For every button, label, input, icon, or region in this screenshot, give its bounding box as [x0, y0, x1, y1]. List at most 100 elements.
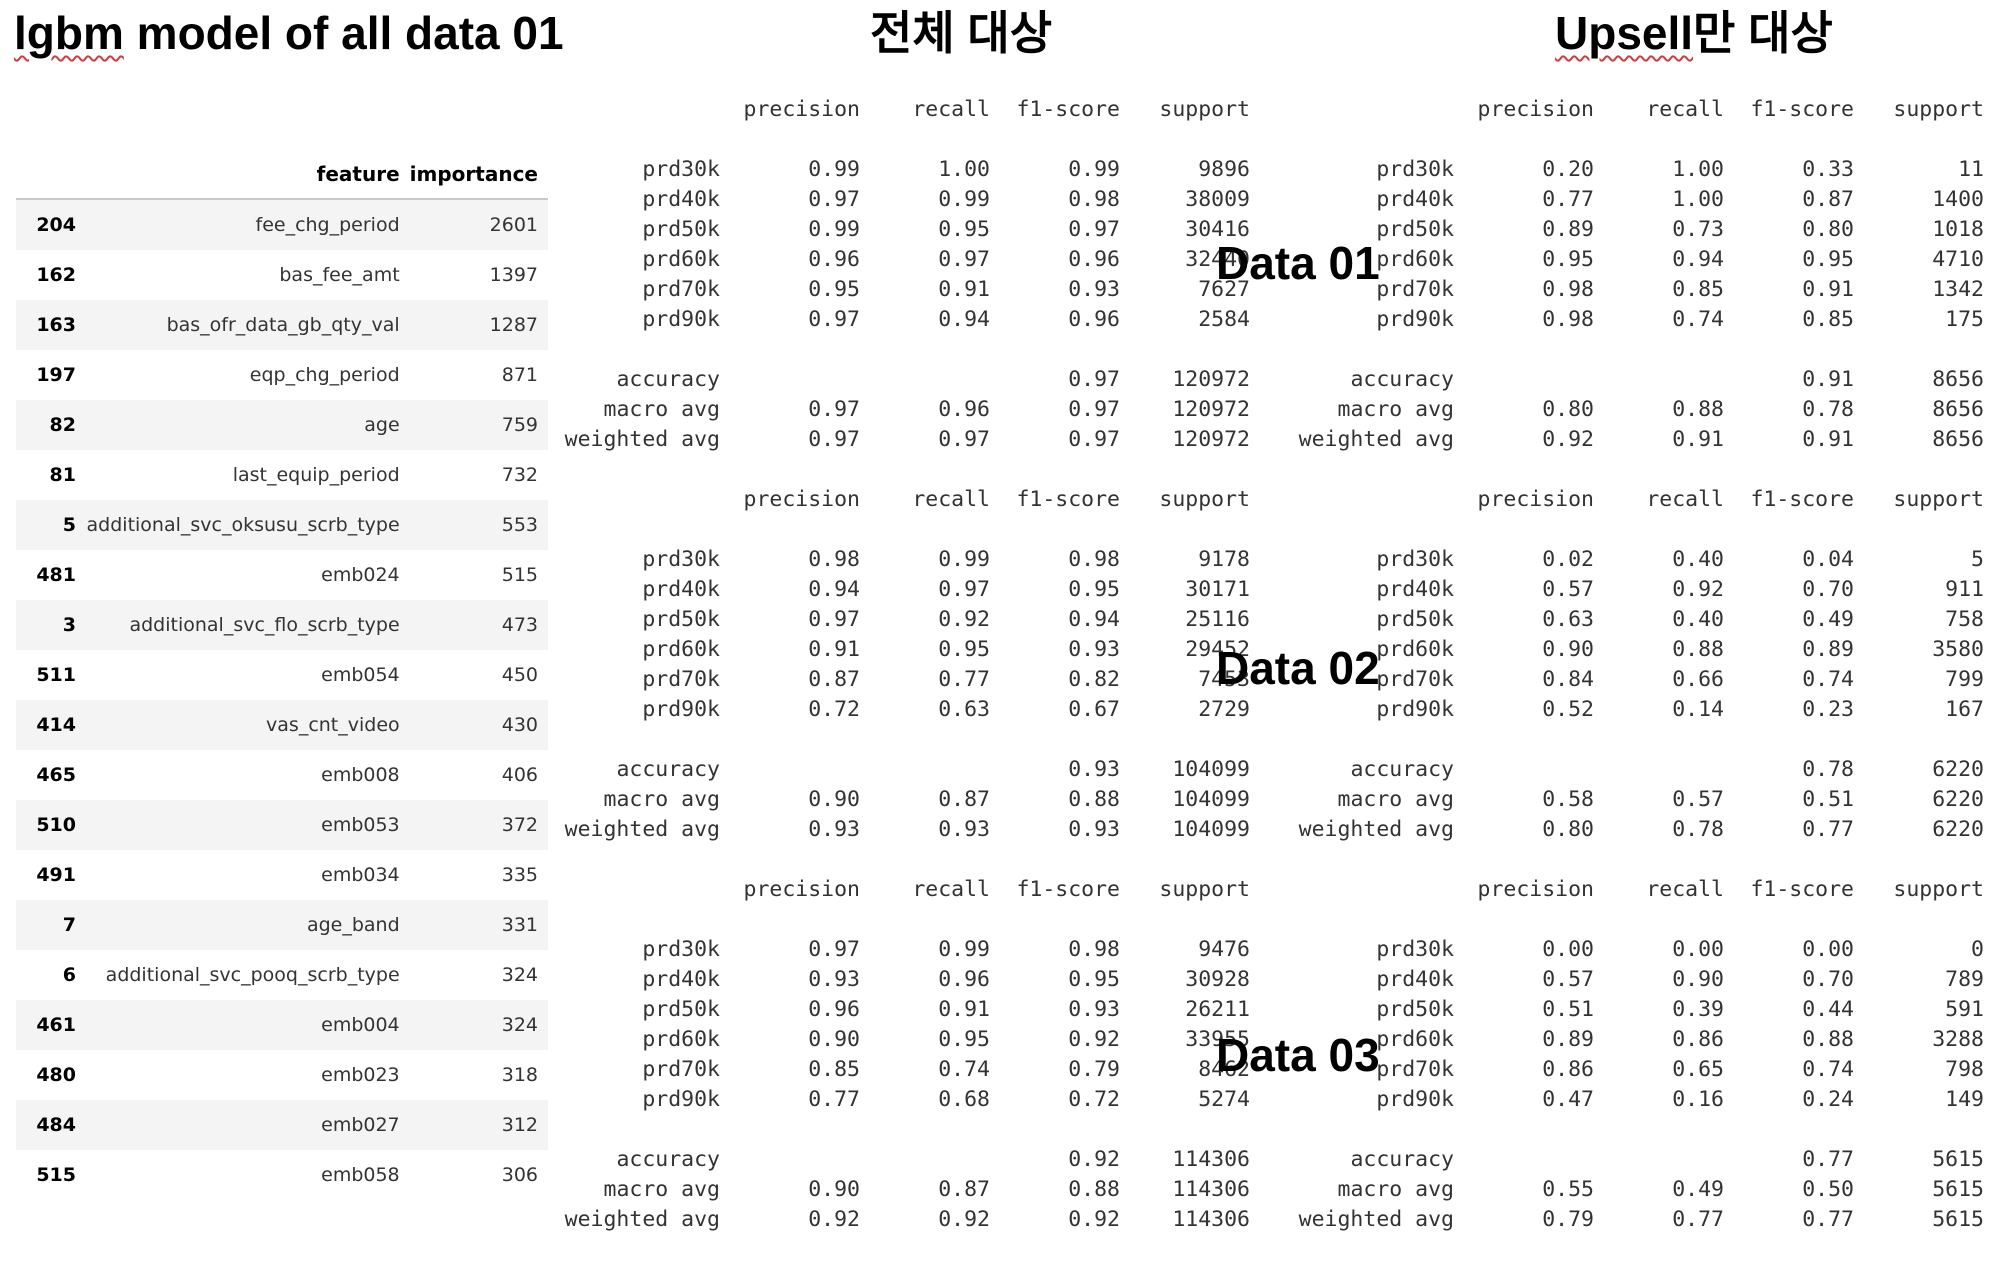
- precision-header: precision: [743, 877, 861, 902]
- table-row: 204 fee_chg_period 2601: [16, 199, 548, 250]
- support-value: 2729: [1198, 697, 1250, 722]
- support-value: 2584: [1198, 307, 1250, 332]
- feature-name: emb024: [321, 564, 400, 586]
- row-label: macro avg: [603, 1177, 721, 1202]
- f1-score-value: 0.93: [1068, 817, 1120, 842]
- f1-score-value: 0.93: [1068, 997, 1120, 1022]
- recall-value: 0.77: [1672, 1207, 1724, 1232]
- row-label: prd70k: [1376, 667, 1454, 692]
- section-title-all: 전체 대상: [870, 7, 1053, 59]
- importance-value: 759: [501, 414, 538, 436]
- recall-value: 0.91: [938, 997, 990, 1022]
- data-03-label: Data 03: [1216, 1029, 1380, 1081]
- recall-value: 0.91: [1672, 427, 1724, 452]
- precision-value: 0.98: [808, 547, 860, 572]
- row-label: prd50k: [642, 997, 720, 1022]
- support-value: 1342: [1932, 277, 1984, 302]
- feature-name: bas_fee_amt: [279, 264, 400, 286]
- precision-value: 0.97: [808, 427, 860, 452]
- f1-score-value: 0.78: [1802, 757, 1854, 782]
- support-header: support: [1159, 97, 1250, 122]
- row-label: accuracy: [616, 1147, 720, 1172]
- importance-value: 732: [501, 464, 538, 486]
- index-header: [16, 150, 86, 200]
- precision-header: precision: [1477, 487, 1595, 512]
- table-row: 414 vas_cnt_video 430: [16, 700, 548, 750]
- f1-score-value: 0.50: [1802, 1177, 1854, 1202]
- f1-score-header: f1-score: [1750, 487, 1854, 512]
- support-value: 120972: [1172, 427, 1250, 452]
- row-label: prd70k: [1376, 277, 1454, 302]
- table-row: 465 emb008 406: [16, 750, 548, 800]
- precision-value: 0.02: [1542, 547, 1594, 572]
- recall-value: 0.74: [938, 1057, 990, 1082]
- feature-name: emb023: [321, 1064, 400, 1086]
- precision-value: 0.99: [808, 157, 860, 182]
- support-value: 591: [1945, 997, 1984, 1022]
- data-02-label: Data 02: [1216, 642, 1380, 694]
- support-header: support: [1893, 877, 1984, 902]
- row-label: prd50k: [642, 607, 720, 632]
- recall-value: 0.92: [938, 1207, 990, 1232]
- row-label: prd50k: [1376, 217, 1454, 242]
- row-index: 511: [36, 664, 76, 686]
- row-label: prd30k: [1376, 157, 1454, 182]
- f1-score-value: 0.80: [1802, 217, 1854, 242]
- importance-value: 306: [501, 1164, 538, 1186]
- recall-value: 1.00: [1672, 187, 1724, 212]
- precision-header: precision: [1477, 877, 1595, 902]
- recall-value: 0.94: [1672, 247, 1724, 272]
- f1-score-value: 0.77: [1802, 817, 1854, 842]
- row-index: 7: [62, 914, 76, 936]
- feature-name: additional_svc_flo_scrb_type: [129, 614, 400, 636]
- precision-value: 0.77: [1542, 187, 1594, 212]
- feature-importance-table-container: feature importance 204 fee_chg_period 2601…: [16, 150, 548, 1200]
- support-value: 9178: [1198, 547, 1250, 572]
- f1-score-value: 0.95: [1802, 247, 1854, 272]
- importance-value: 406: [501, 764, 538, 786]
- f1-score-value: 0.70: [1802, 577, 1854, 602]
- support-value: 167: [1945, 697, 1984, 722]
- recall-header: recall: [912, 97, 990, 122]
- importance-value: 450: [501, 664, 538, 686]
- precision-value: 0.93: [808, 967, 860, 992]
- row-index: 480: [36, 1064, 76, 1086]
- table-row: 82 age 759: [16, 400, 548, 450]
- row-index: 197: [36, 364, 76, 386]
- support-value: 8462: [1198, 1057, 1250, 1082]
- f1-score-value: 0.98: [1068, 937, 1120, 962]
- precision-value: 0.97: [808, 307, 860, 332]
- f1-score-value: 0.79: [1068, 1057, 1120, 1082]
- support-value: 7627: [1198, 277, 1250, 302]
- precision-value: 0.51: [1542, 997, 1594, 1022]
- recall-value: 0.39: [1672, 997, 1724, 1022]
- recall-value: 0.49: [1672, 1177, 1724, 1202]
- feature-name: eqp_chg_period: [249, 364, 400, 386]
- precision-value: 0.80: [1542, 397, 1594, 422]
- row-label: accuracy: [1350, 367, 1454, 392]
- row-label: prd60k: [1376, 247, 1454, 272]
- precision-value: 0.63: [1542, 607, 1594, 632]
- f1-score-value: 0.91: [1802, 277, 1854, 302]
- precision-header: precision: [743, 487, 861, 512]
- feature-header: feature: [86, 150, 410, 200]
- table-row: 484 emb027 312: [16, 1100, 548, 1150]
- row-label: prd40k: [1376, 187, 1454, 212]
- recall-value: 0.65: [1672, 1057, 1724, 1082]
- precision-value: 0.90: [808, 1177, 860, 1202]
- row-label: prd40k: [1376, 577, 1454, 602]
- f1-score-value: 0.93: [1068, 757, 1120, 782]
- f1-score-value: 0.98: [1068, 547, 1120, 572]
- support-value: 5615: [1932, 1207, 1984, 1232]
- precision-value: 0.90: [808, 1027, 860, 1052]
- importance-value: 335: [501, 864, 538, 886]
- precision-value: 0.97: [808, 607, 860, 632]
- precision-value: 0.93: [808, 817, 860, 842]
- precision-header: precision: [743, 97, 861, 122]
- row-index: 515: [36, 1164, 76, 1186]
- importance-value: 871: [501, 364, 538, 386]
- feature-name: emb058: [321, 1164, 400, 1186]
- row-label: prd90k: [1376, 307, 1454, 332]
- f1-score-header: f1-score: [1016, 487, 1120, 512]
- support-header: support: [1159, 877, 1250, 902]
